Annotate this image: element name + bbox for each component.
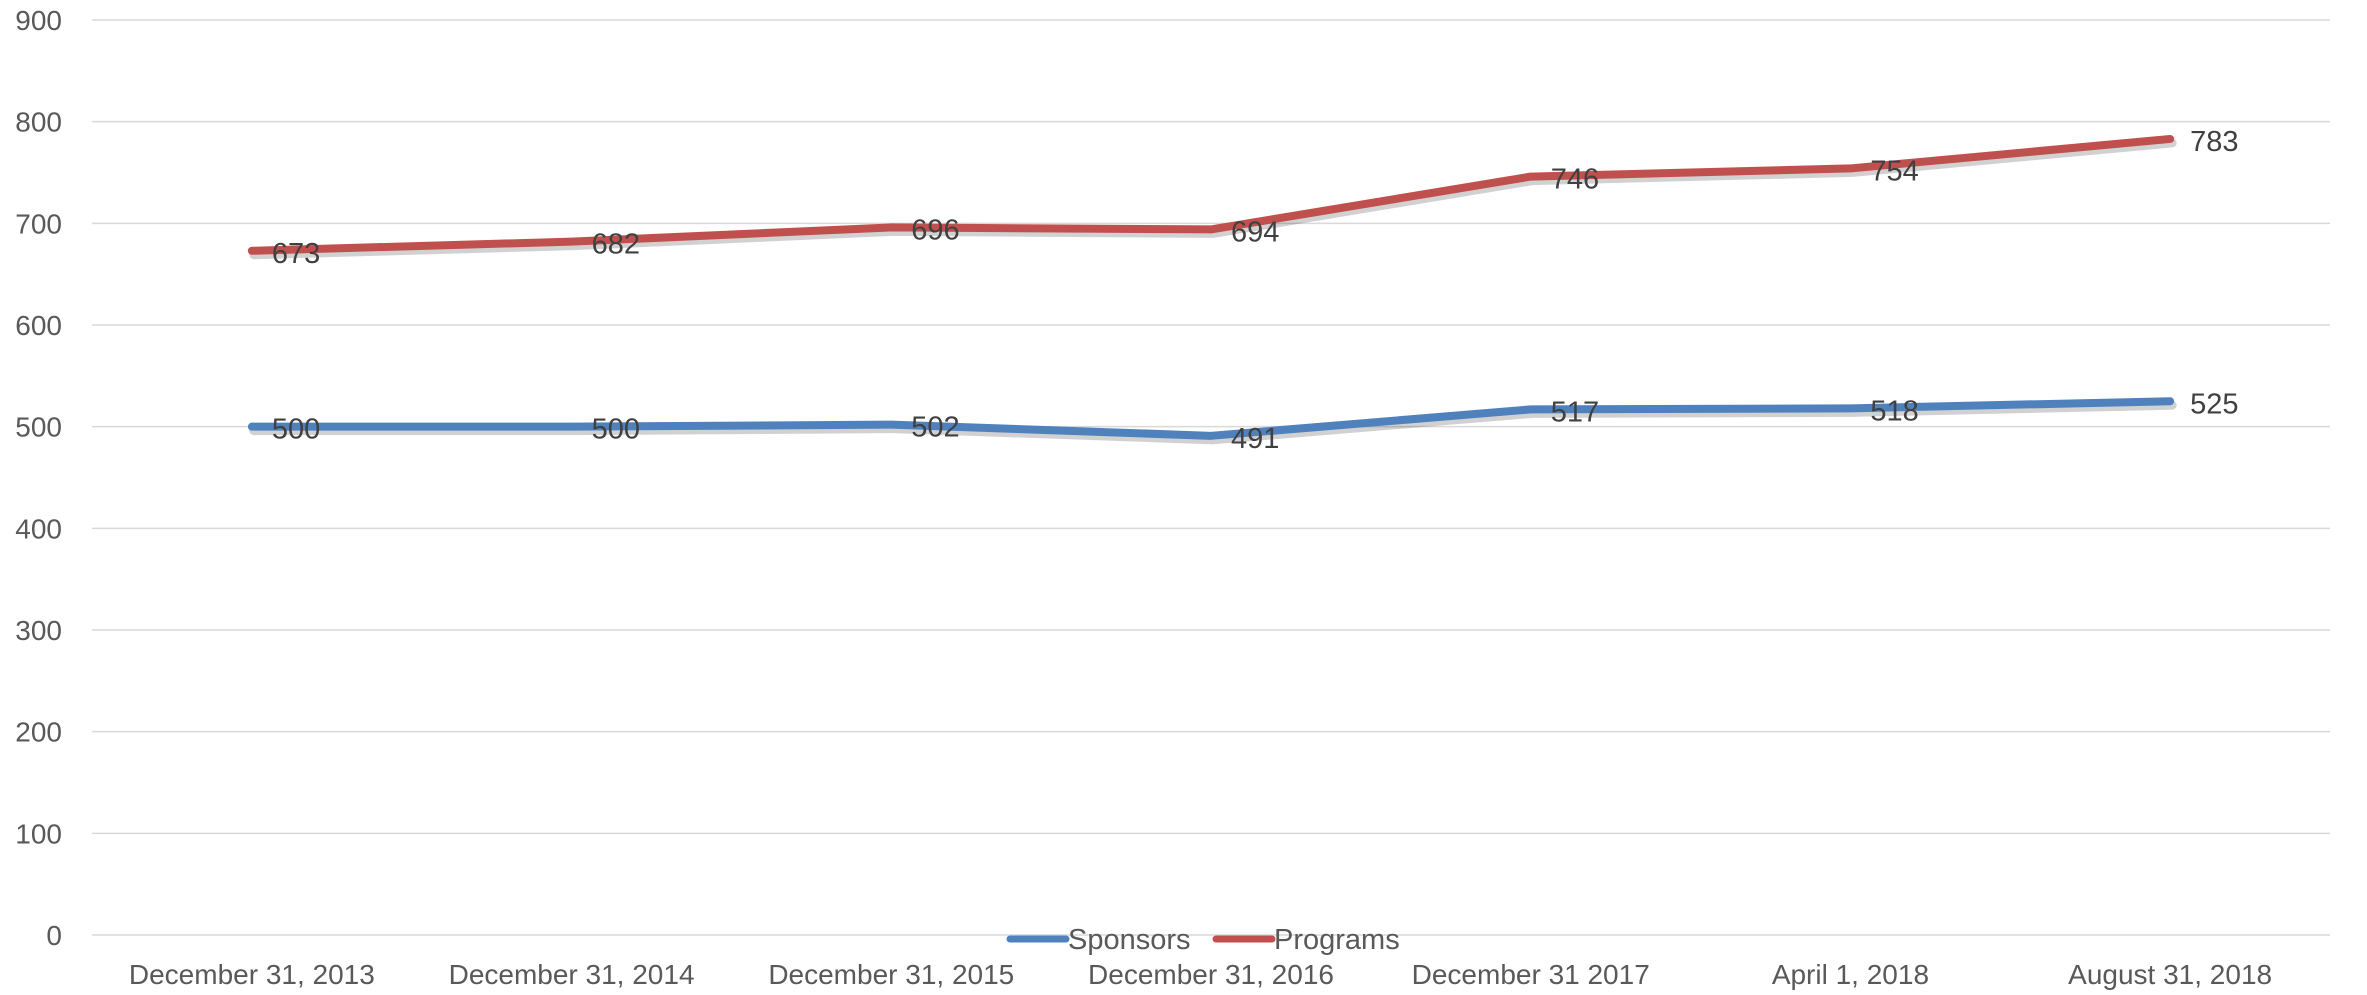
x-tick-label: April 1, 2018 [1772,959,1929,990]
y-tick-label: 100 [15,818,62,849]
data-label: 696 [911,214,959,246]
series-lines [247,134,2177,445]
data-label: 673 [272,238,320,270]
legend: Sponsors Programs [1006,924,1400,956]
series-line-shadow [249,400,2177,445]
legend-item-programs: Programs [1212,924,1400,956]
x-tick-label: December 31 2017 [1412,959,1650,990]
legend-label: Sponsors [1068,924,1191,956]
x-tick-label: December 31, 2015 [768,959,1014,990]
x-tick-label: December 31, 2013 [129,959,375,990]
data-labels: 500 500 502 491 517 518 525 673 682 696 694 746 754 7… [272,126,2239,455]
legend-label: Programs [1274,924,1400,956]
data-label: 502 [911,412,959,444]
data-label: 682 [592,229,640,261]
data-label: 491 [1231,423,1279,455]
x-tick-label: August 31, 2018 [2068,959,2272,990]
y-tick-label: 300 [15,615,62,646]
data-label: 500 [272,414,320,446]
data-label: 754 [1870,155,1918,187]
y-tick-label: 900 [15,5,62,36]
data-label: 500 [592,414,640,446]
y-tick-label: 200 [15,717,62,748]
y-tick-label: 600 [15,310,62,341]
y-tick-label: 500 [15,412,62,443]
x-axis-ticks: December 31, 2013 December 31, 2014 Decemb… [129,959,2272,990]
series-line-programs [247,134,2175,255]
y-tick-label: 0 [46,920,62,951]
data-label: 518 [1870,395,1918,427]
data-label: 517 [1551,396,1599,428]
y-tick-label: 700 [15,208,62,239]
data-label: 694 [1231,216,1279,248]
y-axis-ticks: 0 100 200 300 400 500 600 700 800 900 [15,5,62,951]
data-label: 525 [2190,388,2238,420]
series-line-sponsors [247,397,2175,440]
x-tick-label: December 31, 2014 [449,959,695,990]
data-label: 783 [2190,126,2238,158]
data-label: 746 [1551,164,1599,196]
y-tick-label: 800 [15,107,62,138]
series-line-shadow [249,138,2177,260]
legend-item-sponsors: Sponsors [1006,924,1191,956]
y-tick-label: 400 [15,513,62,544]
x-tick-label: December 31, 2016 [1088,959,1334,990]
